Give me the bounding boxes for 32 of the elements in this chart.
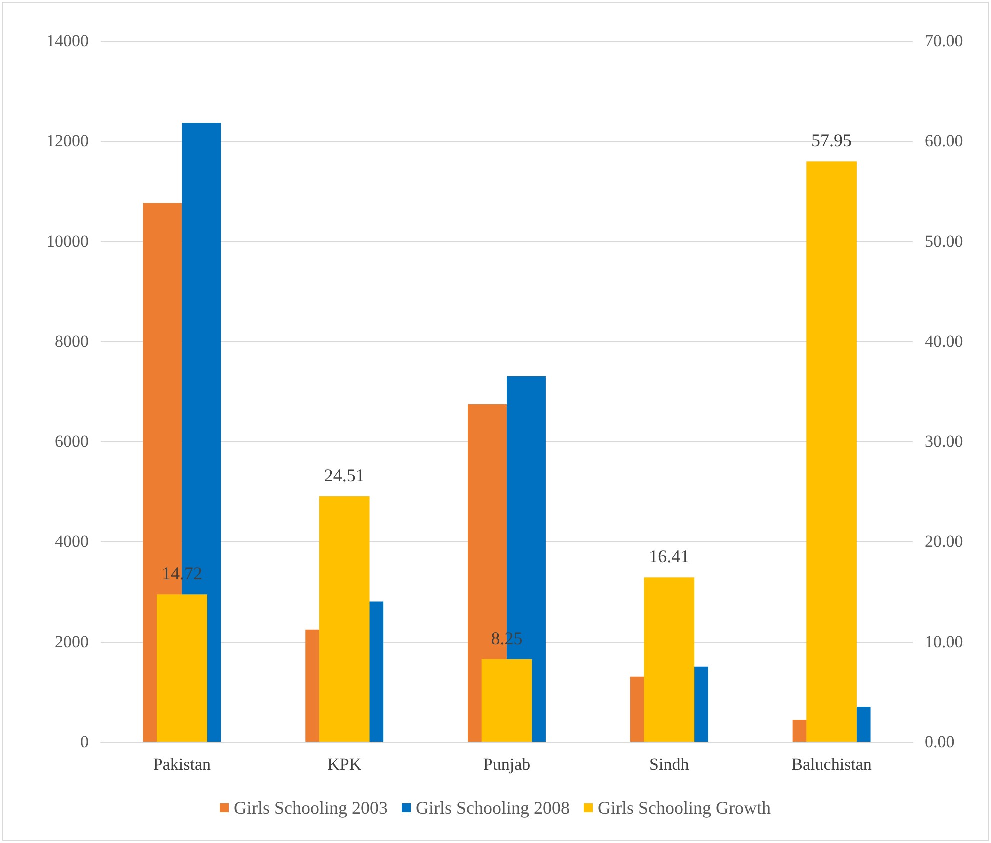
y2-tick-label: 60.00 (925, 132, 964, 151)
legend-label: Girls Schooling Growth (598, 798, 772, 818)
y-tick-label: 0 (80, 732, 89, 752)
x-tick-label: Punjab (483, 755, 531, 774)
data-label: 8.25 (491, 628, 523, 648)
data-label: 16.41 (649, 546, 690, 567)
y-tick-label: 12000 (46, 132, 89, 151)
y2-tick-label: 20.00 (925, 532, 964, 552)
y-tick-label: 8000 (55, 332, 89, 351)
data-label: 57.95 (812, 130, 852, 151)
y-tick-label: 14000 (46, 32, 89, 50)
y2-tick-label: 40.00 (925, 332, 964, 351)
bar (482, 659, 532, 742)
y2-tick-label: 0.00 (925, 732, 955, 752)
x-tick-label: Baluchistan (792, 755, 872, 774)
y-tick-label: 10000 (46, 232, 89, 251)
x-tick-label: KPK (328, 755, 362, 774)
legend-label: Girls Schooling 2003 (234, 798, 388, 818)
x-tick-label: Pakistan (153, 755, 212, 774)
bar (806, 162, 857, 742)
legend-label: Girls Schooling 2008 (416, 798, 570, 818)
y2-tick-label: 70.00 (925, 32, 964, 50)
y2-tick-label: 30.00 (925, 432, 964, 452)
y2-tick-label: 10.00 (925, 632, 964, 652)
y-tick-label: 2000 (55, 632, 89, 652)
bar (157, 594, 208, 742)
data-label: 24.51 (324, 466, 365, 486)
y2-tick-label: 50.00 (925, 232, 964, 251)
bar (644, 578, 695, 742)
x-tick-label: Sindh (650, 755, 690, 774)
y-tick-label: 4000 (55, 532, 89, 552)
y-tick-label: 6000 (55, 432, 89, 452)
